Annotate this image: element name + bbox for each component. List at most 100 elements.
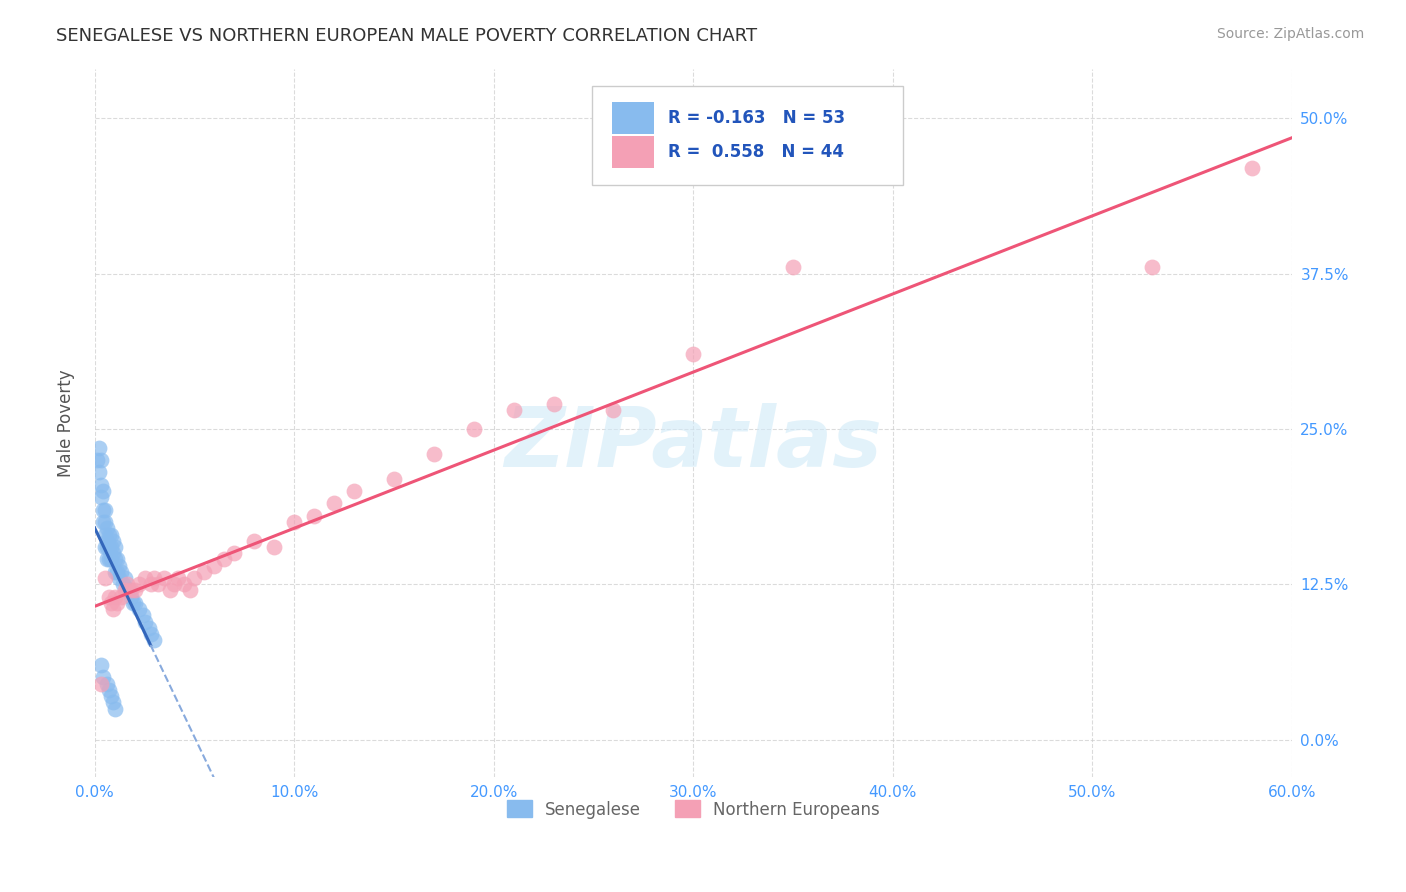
Point xyxy=(97,540,120,554)
Point xyxy=(283,515,305,529)
Point xyxy=(91,515,114,529)
Point xyxy=(103,590,125,604)
Point xyxy=(91,502,114,516)
Point xyxy=(193,565,215,579)
Point xyxy=(115,583,138,598)
Point xyxy=(602,403,624,417)
Point xyxy=(138,621,160,635)
Text: R = -0.163   N = 53: R = -0.163 N = 53 xyxy=(668,109,845,127)
Point xyxy=(110,565,132,579)
Point xyxy=(343,483,366,498)
Point xyxy=(159,583,181,598)
Point xyxy=(124,596,146,610)
Point xyxy=(131,608,153,623)
Point xyxy=(179,583,201,598)
Point xyxy=(128,602,150,616)
Point xyxy=(100,552,122,566)
Point xyxy=(91,483,114,498)
FancyBboxPatch shape xyxy=(612,103,654,134)
Point xyxy=(214,552,236,566)
Point xyxy=(103,540,125,554)
Point xyxy=(101,602,124,616)
Point xyxy=(91,670,114,684)
Point xyxy=(124,583,146,598)
Point xyxy=(382,472,405,486)
Point xyxy=(782,260,804,275)
Y-axis label: Male Poverty: Male Poverty xyxy=(58,369,75,476)
Point xyxy=(243,533,266,548)
Point xyxy=(682,347,704,361)
FancyBboxPatch shape xyxy=(612,136,654,168)
Point xyxy=(143,571,166,585)
Point xyxy=(114,571,136,585)
Point xyxy=(1142,260,1164,275)
Point xyxy=(105,565,128,579)
Point xyxy=(107,558,129,573)
Point xyxy=(93,540,115,554)
Point xyxy=(90,453,112,467)
Point xyxy=(224,546,246,560)
Point xyxy=(100,596,122,610)
Point xyxy=(86,453,108,467)
Point xyxy=(90,478,112,492)
Point xyxy=(139,627,162,641)
Point xyxy=(105,552,128,566)
Point xyxy=(105,596,128,610)
Point xyxy=(143,633,166,648)
Point xyxy=(153,571,176,585)
Point xyxy=(463,422,485,436)
Point xyxy=(173,577,195,591)
Point xyxy=(93,515,115,529)
Point xyxy=(120,590,142,604)
Point xyxy=(110,590,132,604)
Point xyxy=(302,508,325,523)
Point xyxy=(97,527,120,541)
Point xyxy=(115,577,138,591)
Point xyxy=(103,701,125,715)
Point xyxy=(120,583,142,598)
Point xyxy=(128,577,150,591)
Point xyxy=(103,552,125,566)
Point xyxy=(502,403,524,417)
Point xyxy=(1241,161,1264,175)
Point xyxy=(134,571,156,585)
Point xyxy=(167,571,190,585)
Point xyxy=(96,521,118,535)
Point xyxy=(90,676,112,690)
Text: R =  0.558   N = 44: R = 0.558 N = 44 xyxy=(668,143,844,161)
Point xyxy=(87,441,110,455)
Point xyxy=(103,565,125,579)
Point xyxy=(97,682,120,697)
Point xyxy=(90,490,112,504)
Point xyxy=(97,590,120,604)
Point xyxy=(139,577,162,591)
Point xyxy=(96,533,118,548)
Point xyxy=(101,695,124,709)
Point xyxy=(90,658,112,673)
Point xyxy=(100,527,122,541)
Point xyxy=(323,496,346,510)
Text: Source: ZipAtlas.com: Source: ZipAtlas.com xyxy=(1216,27,1364,41)
Point xyxy=(107,571,129,585)
Point xyxy=(423,447,446,461)
Point xyxy=(263,540,285,554)
FancyBboxPatch shape xyxy=(592,87,903,186)
Point xyxy=(183,571,205,585)
Point xyxy=(93,502,115,516)
Point xyxy=(121,596,143,610)
Point xyxy=(87,466,110,480)
Point xyxy=(93,571,115,585)
Point xyxy=(100,689,122,703)
Point xyxy=(97,552,120,566)
Point xyxy=(163,577,186,591)
Point xyxy=(148,577,170,591)
Legend: Senegalese, Northern Europeans: Senegalese, Northern Europeans xyxy=(501,794,886,825)
Point xyxy=(202,558,225,573)
Text: SENEGALESE VS NORTHERN EUROPEAN MALE POVERTY CORRELATION CHART: SENEGALESE VS NORTHERN EUROPEAN MALE POV… xyxy=(56,27,758,45)
Point xyxy=(111,577,134,591)
Point xyxy=(101,546,124,560)
Point xyxy=(543,397,565,411)
Point xyxy=(100,540,122,554)
Point xyxy=(101,533,124,548)
Text: ZIPatlas: ZIPatlas xyxy=(505,403,882,484)
